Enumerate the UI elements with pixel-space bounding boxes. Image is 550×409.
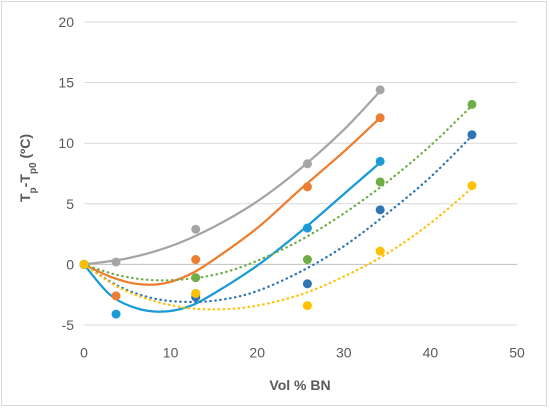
data-point [467,130,477,140]
data-point [191,273,201,283]
data-point [302,255,312,265]
data-point [302,301,312,311]
data-point [111,257,121,267]
data-point [375,85,385,95]
data-point [302,223,312,233]
data-point [111,309,121,319]
data-point [375,113,385,123]
data-point [111,291,121,301]
data-point [302,182,312,192]
x-tick-label: 0 [80,344,88,360]
data-point [191,255,201,265]
data-point [191,288,201,298]
trendline [82,186,474,311]
trendline [82,104,474,282]
x-tick-label: 30 [336,344,352,360]
data-point [467,99,477,109]
gridlines [84,21,517,326]
tick-labels: -5 0 5 10 15 20 0 10 20 30 40 50 [58,14,525,360]
y-tick-label: 0 [66,256,74,272]
data-point [375,177,385,187]
trendlines [82,89,474,313]
data-point [375,205,385,215]
y-tick-label: 15 [58,75,74,91]
trendline [82,116,382,286]
data-point [375,156,385,166]
data-point [302,279,312,289]
y-tick-label: 10 [58,135,74,151]
trendline [82,161,382,313]
y-axis-title: Tp-Tp0 (ºC) [17,134,39,202]
x-axis-title: Vol % BN [269,377,330,393]
data-point [79,259,89,269]
trendline [82,89,382,266]
x-tick-label: 40 [423,344,439,360]
y-tick-label: -5 [62,317,75,333]
y-tick-label: 5 [66,196,74,212]
data-points [79,85,477,319]
data-point [467,181,477,191]
y-tick-label: 20 [58,14,74,30]
x-tick-label: 10 [163,344,179,360]
x-tick-label: 50 [509,344,525,360]
data-point [375,246,385,256]
x-tick-label: 20 [249,344,265,360]
trendline [82,134,474,304]
data-point [302,159,312,169]
data-point [191,224,201,234]
